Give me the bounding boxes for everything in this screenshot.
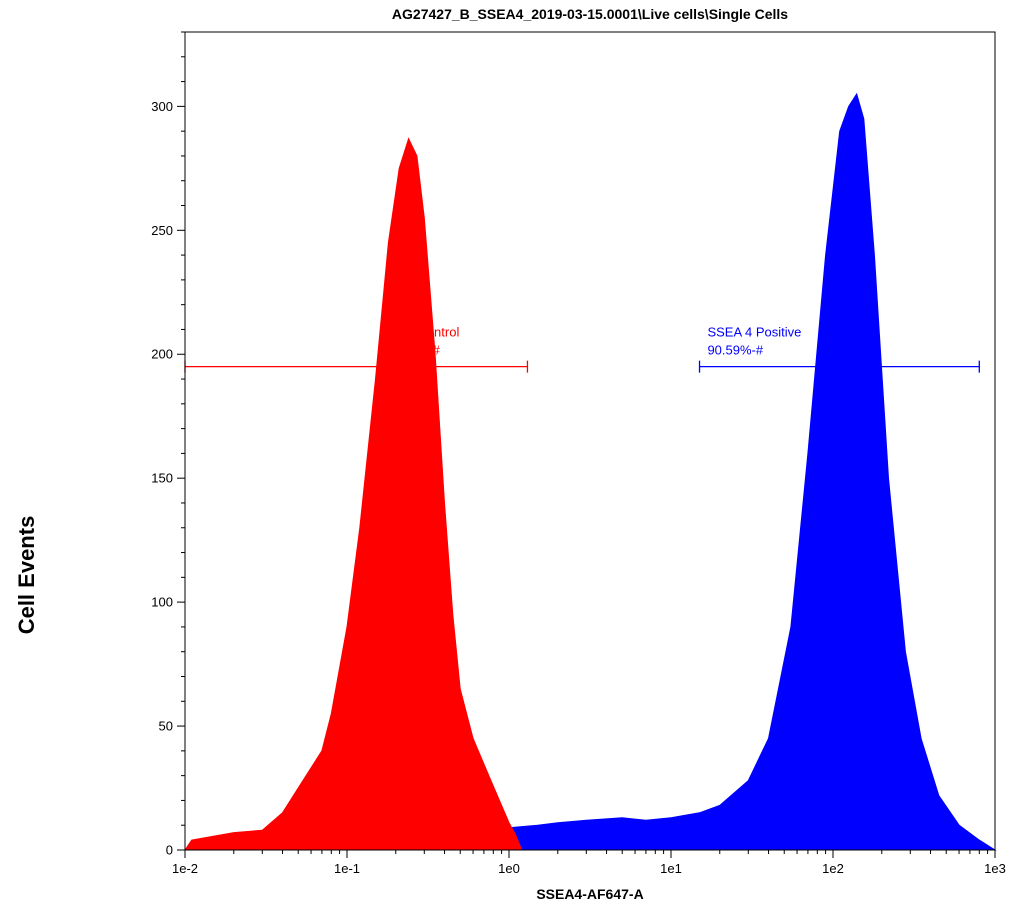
y-tick-label: 50 bbox=[159, 719, 173, 734]
x-tick-label: 1e1 bbox=[660, 861, 682, 876]
gate-value-label: 90.59%-# bbox=[707, 343, 763, 358]
plot-frame bbox=[184, 31, 996, 851]
y-tick-label: 0 bbox=[166, 843, 173, 858]
x-axis-label: SSEA4-AF647-A bbox=[536, 886, 644, 902]
gate-layer: ISO Control 2.25%-# SSEA 4 Positive 90.59%-… bbox=[184, 325, 980, 373]
x-tick-label: 1e-1 bbox=[334, 861, 360, 876]
y-tick-label: 250 bbox=[151, 223, 173, 238]
gate-value-label: 2.25%-# bbox=[391, 343, 440, 358]
gate-name-label: ISO Control bbox=[391, 325, 459, 340]
y-tick-label: 200 bbox=[151, 347, 173, 362]
y-tick-label: 150 bbox=[151, 471, 173, 486]
axis-layer: 0 50 100 150 200 250 300 1e-2 1e-1 1e0 1e1 1e2 1e3 bbox=[151, 31, 1006, 876]
x-tick-label: 1e-2 bbox=[172, 861, 198, 876]
series-area-1 bbox=[184, 137, 523, 851]
x-tick-label: 1e0 bbox=[498, 861, 520, 876]
x-tick-label: 1e2 bbox=[822, 861, 844, 876]
y-tick-label: 100 bbox=[151, 595, 173, 610]
x-tick-label: 1e3 bbox=[984, 861, 1006, 876]
chart-title: AG27427_B_SSEA4_2019-03-15.0001\Live cel… bbox=[391, 6, 789, 22]
y-tick-label: 300 bbox=[151, 99, 173, 114]
gate-name-label: SSEA 4 Positive bbox=[707, 325, 801, 340]
series-area-0 bbox=[184, 92, 997, 851]
series-layer bbox=[184, 92, 997, 851]
